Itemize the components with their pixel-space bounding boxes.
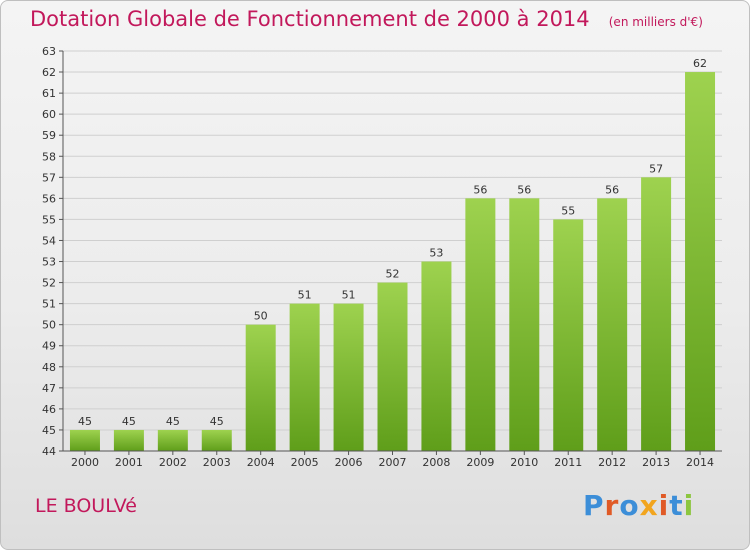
logo-letter: i [683,489,695,522]
x-tick-label: 2000 [71,456,99,469]
y-tick-label: 50 [42,319,56,332]
title-row: Dotation Globale de Fonctionnement de 20… [30,7,703,31]
data-label: 51 [298,289,312,302]
bar [289,303,320,451]
bar [509,198,540,451]
bar [157,429,188,451]
data-label: 51 [342,289,356,302]
bar [245,324,276,451]
bar [685,72,716,451]
y-tick-label: 47 [42,382,56,395]
data-label: 53 [429,247,443,260]
bar [553,219,584,451]
logo-letter: o [619,489,640,522]
y-tick-label: 45 [42,424,56,437]
y-tick-label: 59 [42,129,56,142]
data-label: 62 [693,57,707,70]
y-tick-label: 57 [42,171,56,184]
y-tick-label: 58 [42,150,56,163]
y-tick-label: 55 [42,213,56,226]
data-label: 45 [166,415,180,428]
logo-letter: t [669,489,684,522]
y-tick-label: 52 [42,277,56,290]
y-tick-label: 60 [42,108,56,121]
y-tick-label: 44 [42,445,56,458]
axis-layer: 44 45 46 47 48 49 50 51 52 53 54 55 56 57 58 59 60 61 62 63… [42,45,722,469]
commune-name: LE BOULVé [35,495,137,517]
logo-letter: x [639,489,659,522]
bar [113,429,144,451]
bar [641,177,672,451]
y-tick-label: 46 [42,403,56,416]
bar [377,282,408,451]
chart-unit: (en milliers d'€) [608,15,703,29]
x-tick-label: 2007 [379,456,407,469]
y-tick-label: 51 [42,298,56,311]
x-tick-label: 2009 [466,456,494,469]
x-tick-label: 2002 [159,456,187,469]
bar [69,429,100,451]
proxiti-logo[interactable]: Proxiti [583,489,694,522]
y-tick-label: 63 [42,45,56,58]
x-tick-label: 2013 [642,456,670,469]
data-label: 55 [561,204,575,217]
x-tick-label: 2012 [598,456,626,469]
bar [465,198,496,451]
data-label: 45 [122,415,136,428]
bar [201,429,232,451]
x-tick-label: 2003 [203,456,231,469]
y-tick-label: 61 [42,87,56,100]
data-label: 56 [517,183,531,196]
x-tick-label: 2004 [247,456,275,469]
x-tick-label: 2001 [115,456,143,469]
x-tick-label: 2011 [554,456,582,469]
x-tick-label: 2008 [422,456,450,469]
y-tick-label: 62 [42,66,56,79]
data-label: 56 [473,183,487,196]
logo-letter: P [583,489,605,522]
x-tick-label: 2005 [291,456,319,469]
x-tick-label: 2010 [510,456,538,469]
bar [597,198,628,451]
bar [333,303,364,451]
logo-letter: r [604,489,620,522]
x-tick-label: 2014 [686,456,714,469]
bar [421,261,452,451]
data-label: 45 [78,415,92,428]
y-tick-label: 49 [42,340,56,353]
data-label: 50 [254,310,268,323]
data-label: 52 [386,268,400,281]
data-label: 57 [649,162,663,175]
y-tick-label: 56 [42,192,56,205]
chart-title: Dotation Globale de Fonctionnement de 20… [30,7,590,31]
y-tick-label: 53 [42,256,56,269]
logo-letter: i [658,489,670,522]
y-tick-label: 54 [42,234,56,247]
bar-layer: 45 45 45 45 50 51 51 52 53 56 56 55 56 57 62 [69,57,716,451]
data-label: 45 [210,415,224,428]
y-tick-label: 48 [42,361,56,374]
x-tick-label: 2006 [335,456,363,469]
data-label: 56 [605,183,619,196]
